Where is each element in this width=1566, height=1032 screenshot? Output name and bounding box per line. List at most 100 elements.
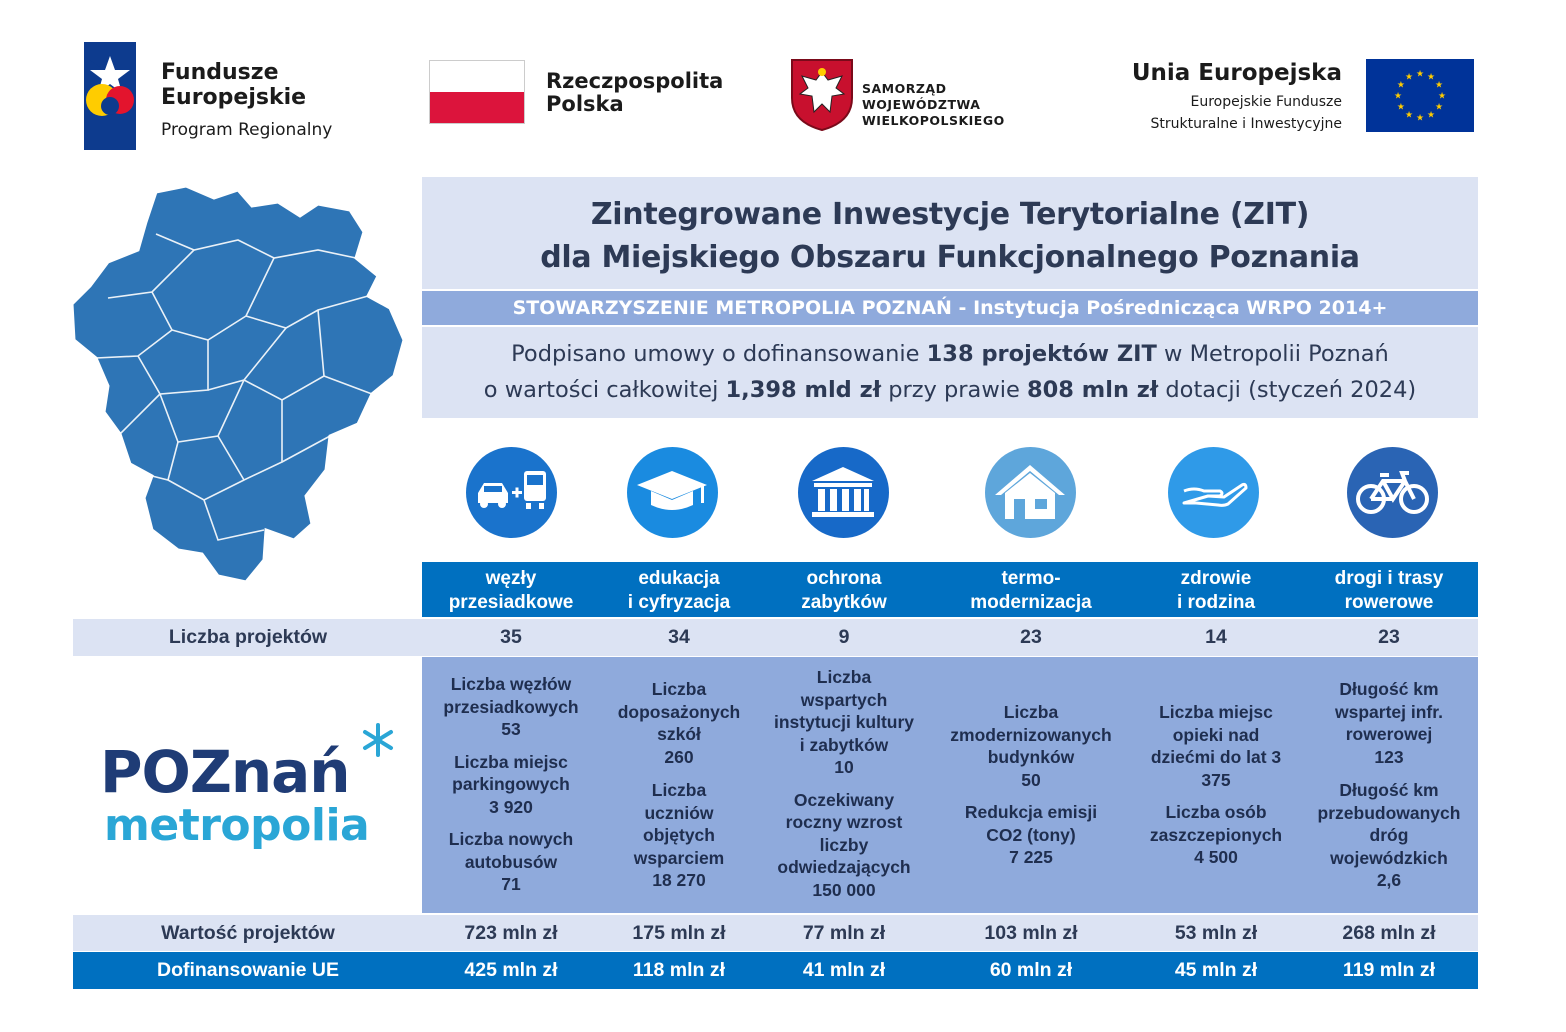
summary-text: dotacji (styczeń 2024) xyxy=(1158,377,1417,403)
summary-text: w Metropolii Poznań xyxy=(1156,341,1389,367)
unia-sub2: Strukturalne i Inwestycyjne xyxy=(1150,116,1342,132)
category-thermo: termo-modernizacja xyxy=(946,567,1116,615)
project-count-cell: 23 xyxy=(1020,626,1042,648)
indicator-text: instytucji kultury xyxy=(773,712,915,732)
wielkopolska-coat-of-arms-icon xyxy=(790,58,854,132)
summary-text: przy prawie xyxy=(881,377,1027,403)
indicator-value: 123 xyxy=(1374,746,1404,767)
summary-projects-count: 138 projektów ZIT xyxy=(926,341,1157,367)
subtitle-bar: STOWARZYSZENIE METROPOLIA POZNAŃ - Insty… xyxy=(422,291,1478,325)
indicator-text: rowerowej xyxy=(1345,724,1433,744)
project-count-cell: 14 xyxy=(1205,626,1227,648)
indicator-value: 18 270 xyxy=(652,870,706,890)
eu-star-icon: ★ xyxy=(1427,110,1435,120)
category-transfer-hubs: węzły przesiadkowe xyxy=(426,567,596,615)
project-count-cell: 35 xyxy=(500,626,522,648)
indicator-block: Liczba miejsc parkingowych 3 920 xyxy=(421,751,601,819)
row-label-project-value: Wartość projektów xyxy=(161,922,335,944)
category-label: edukacja xyxy=(638,568,720,589)
indicator-block: Oczekiwany roczny wzrost liczby odwiedzając… xyxy=(754,789,934,902)
indicator-text: Długość km xyxy=(1339,780,1439,800)
indicator-block: Liczba węzłów przesiadkowych 53 xyxy=(421,673,601,741)
program-regionalny-label: Program Regionalny xyxy=(161,120,333,140)
category-label: termo- xyxy=(1001,568,1061,589)
category-label: drogi i trasy xyxy=(1334,568,1444,589)
polish-flag-icon xyxy=(429,60,525,124)
indicator-block: Liczba nowych autobusów 71 xyxy=(421,828,601,896)
category-label: modernizacja xyxy=(970,592,1092,613)
indicator-column: Długość km wspartej infr. rowerowej 123 Dłu… xyxy=(1299,678,1479,892)
bicycle-icon xyxy=(1347,447,1438,538)
indicator-value: 150 000 xyxy=(812,879,876,900)
indicator-text: wspartych xyxy=(800,689,888,710)
indicator-text: dróg xyxy=(1369,825,1409,845)
indicator-value: 10 xyxy=(834,757,854,777)
indicator-text: wspartej infr. xyxy=(1335,701,1443,722)
indicator-text: uczniów xyxy=(644,802,714,823)
indicator-block: Długość km wspartej infr. rowerowej 123 xyxy=(1299,678,1479,768)
summary-line1: Podpisano umowy o dofinansowanie 138 pro… xyxy=(422,341,1478,367)
indicator-text: Długość km xyxy=(1339,679,1439,699)
indicator-text: Liczba xyxy=(651,679,707,699)
metropolis-map xyxy=(68,180,413,590)
indicators-panel xyxy=(422,657,1478,913)
samorzad-name: SAMORZĄD WOJEWÓDZTWA WIELKOPOLSKIEGO xyxy=(862,81,1062,129)
indicator-block: Liczba doposażonych szkół 260 xyxy=(589,678,769,768)
table-row-project-count xyxy=(73,619,1478,656)
category-label: ochrona xyxy=(806,568,882,589)
category-heritage: ochrona zabytków xyxy=(759,567,929,615)
fundusze-line1: Fundusze xyxy=(161,60,279,85)
category-label: zabytków xyxy=(801,592,887,613)
rzeczpospolita-line2: Polska xyxy=(546,92,624,116)
indicator-value: 260 xyxy=(664,746,694,767)
eu-star-icon: ★ xyxy=(1394,91,1402,101)
indicator-column: Liczba zmodernizowanych budynków 50 Redukcj… xyxy=(941,701,1121,869)
indicator-block: Liczba uczniów objętych wsparciem 18 270 xyxy=(589,779,769,892)
indicator-column: Liczba wspartych instytucji kultury i zabyt… xyxy=(754,666,934,901)
fundusze-europejskie-logo xyxy=(80,42,140,150)
indicator-text: i zabytków xyxy=(799,734,889,755)
indicator-text: Liczba miejsc xyxy=(454,751,568,772)
eu-funding-cell: 41 mln zł xyxy=(802,959,886,981)
indicator-column: Liczba węzłów przesiadkowych 53 Liczba mie… xyxy=(421,673,601,896)
project-value-cell: 268 mln zł xyxy=(1342,922,1436,944)
eu-funding-cell: 45 mln zł xyxy=(1174,959,1258,981)
indicator-text: zaszczepionych xyxy=(1149,824,1283,845)
table-row-project-value xyxy=(73,915,1478,951)
eu-star-icon: ★ xyxy=(1435,102,1443,112)
indicator-text: Liczba xyxy=(651,780,707,800)
indicator-value: 375 xyxy=(1201,769,1231,790)
summary-panel: Podpisano umowy o dofinansowanie 138 pro… xyxy=(422,327,1478,418)
indicator-column: Liczba doposażonych szkół 260 Liczba uczniów… xyxy=(589,678,769,892)
project-value-cell: 53 mln zł xyxy=(1174,922,1258,944)
indicator-text: Liczba xyxy=(816,667,872,687)
indicator-text: przesiadkowych xyxy=(443,696,579,717)
indicator-value: 50 xyxy=(1021,769,1041,790)
fundusze-line2: Europejskie xyxy=(161,85,307,110)
category-header-bar xyxy=(422,562,1478,617)
indicator-text: parkingowych xyxy=(452,774,570,794)
title-panel: Zintegrowane Inwestycje Terytorialne (ZI… xyxy=(422,177,1478,289)
indicator-text: CO2 (tony) xyxy=(986,824,1076,845)
indicator-text: liczby xyxy=(819,834,869,855)
indicator-text: autobusów xyxy=(464,851,558,872)
subtitle-text: STOWARZYSZENIE METROPOLIA POZNAŃ - Insty… xyxy=(512,297,1388,319)
eu-funding-cell: 118 mln zł xyxy=(632,959,726,981)
indicator-text: dziećmi do lat 3 xyxy=(1150,747,1282,767)
transfer-hub-icon xyxy=(466,447,557,538)
poznan-logo-top: POZnań xyxy=(100,738,351,806)
indicator-block: Liczba osób zaszczepionych 4 500 xyxy=(1126,801,1306,869)
caring-hand-icon xyxy=(1168,447,1259,538)
samorzad-line2: WIELKOPOLSKIEGO xyxy=(862,113,1005,128)
eu-star-icon: ★ xyxy=(1435,80,1443,90)
eu-star-icon: ★ xyxy=(1427,71,1435,81)
indicator-block: Długość km przebudowanych dróg wojewódzkich… xyxy=(1299,779,1479,892)
row-label-project-count: Liczba projektów xyxy=(168,626,328,648)
eu-star-icon: ★ xyxy=(1416,69,1424,79)
eu-star-icon: ★ xyxy=(1397,80,1405,90)
eu-star-icon: ★ xyxy=(1405,110,1413,120)
house-icon xyxy=(985,447,1076,538)
indicator-text: odwiedzających xyxy=(777,857,911,877)
rzeczpospolita-line1: Rzeczpospolita xyxy=(546,69,724,93)
indicator-text: Liczba nowych xyxy=(448,829,574,849)
